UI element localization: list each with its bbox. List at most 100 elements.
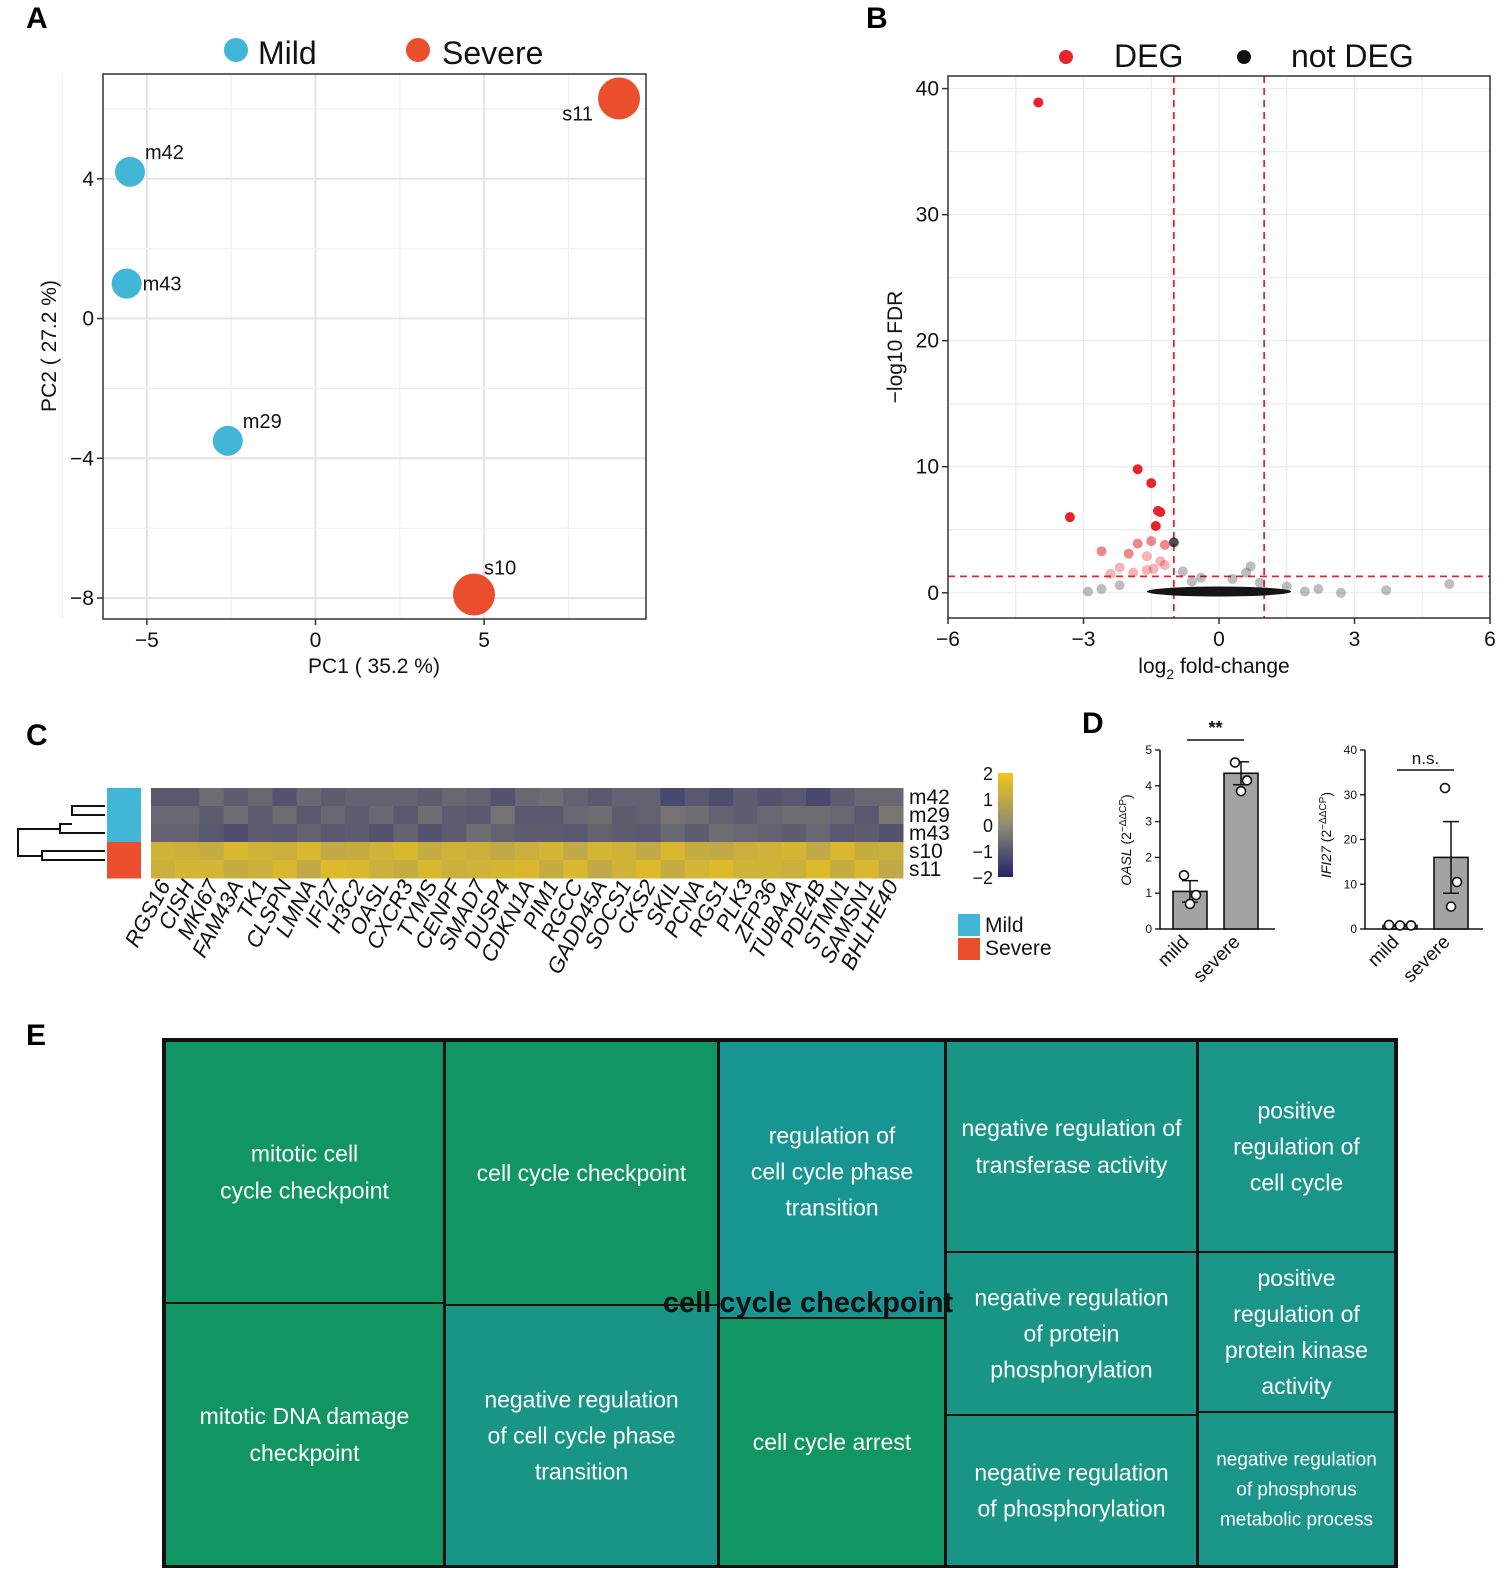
heatmap-cell bbox=[320, 788, 346, 807]
heatmap-cell bbox=[684, 806, 710, 825]
heatmap-cell bbox=[175, 860, 201, 879]
bar-data-point bbox=[1383, 919, 1395, 931]
legend-mild-marker bbox=[224, 38, 248, 62]
bar-data-point bbox=[1235, 785, 1247, 797]
heatmap-cell bbox=[733, 842, 758, 861]
heatmap-cell bbox=[854, 788, 880, 807]
bar-data-point bbox=[1184, 898, 1196, 910]
treemap-tile bbox=[1199, 1413, 1394, 1565]
heatmap-scale-tick-label: 2 bbox=[983, 764, 993, 784]
volcano-grid bbox=[948, 76, 1491, 618]
bar-category-label: mild bbox=[1154, 932, 1193, 971]
heatmap-cell bbox=[805, 824, 831, 843]
heatmap-scale-tick-label: 1 bbox=[983, 790, 993, 810]
treemap-tile-label: cell cycle bbox=[1250, 1170, 1343, 1196]
pca-y-tick-label: 0 bbox=[82, 308, 94, 331]
heatmap-cell bbox=[854, 824, 880, 843]
volcano-y-tick-label: 20 bbox=[916, 330, 939, 353]
bar-y-tick-label: 4 bbox=[1145, 779, 1152, 793]
treemap-tile bbox=[166, 1042, 443, 1302]
bar-y-tick-label: 2 bbox=[1145, 850, 1152, 864]
heatmap-cell bbox=[248, 860, 273, 879]
heatmap-cell bbox=[345, 860, 370, 879]
heatmap-cell bbox=[223, 806, 249, 825]
heatmap-cell bbox=[345, 824, 370, 843]
heatmap-cell bbox=[514, 824, 540, 843]
volcano-y-tick-label: 10 bbox=[916, 456, 939, 479]
treemap-panel: mitotic cell cycle checkpoint mitotic DNA … bbox=[162, 1038, 1398, 1568]
heatmap-cell bbox=[296, 788, 322, 807]
volcano-point-deg bbox=[1132, 538, 1143, 549]
pca-axes: −5 0 5 −8 −4 0 4 bbox=[70, 168, 490, 652]
heatmap-cell bbox=[830, 860, 855, 879]
bar-category-label: severe bbox=[1189, 932, 1244, 987]
pca-x-tick-label: 0 bbox=[310, 629, 322, 652]
heatmap-cell bbox=[320, 842, 346, 861]
heatmap-group-bars bbox=[107, 788, 141, 879]
panel-letter-b: B bbox=[866, 2, 888, 35]
heatmap-cell bbox=[757, 806, 783, 825]
heatmap-cell bbox=[684, 788, 710, 807]
heatmap-cell bbox=[442, 806, 467, 825]
heatmap-cell bbox=[830, 842, 855, 861]
volcano-point-deg bbox=[1148, 563, 1159, 574]
heatmap-cell bbox=[151, 788, 176, 807]
heatmap-cell bbox=[587, 860, 613, 879]
heatmap-cell bbox=[708, 842, 734, 861]
volcano-point-not-deg bbox=[1096, 584, 1107, 595]
heatmap-row-label: m29 bbox=[909, 804, 950, 827]
heatmap-cell bbox=[175, 788, 201, 807]
heatmap-scale-ticks: 2 1 0 −1 −2 bbox=[972, 764, 993, 888]
volcano-panel: DEG not DEG −6 −3 0 3 6 0 10 20 30 40 log2 fold-c… bbox=[884, 38, 1496, 682]
heatmap-cell bbox=[223, 788, 249, 807]
heatmap-cell bbox=[733, 788, 758, 807]
heatmap-dendrogram bbox=[17, 805, 105, 861]
heatmap-cell bbox=[830, 788, 855, 807]
heatmap-cell bbox=[393, 806, 419, 825]
heatmap-cell bbox=[708, 860, 734, 879]
bar-y-tick-label: 3 bbox=[1145, 815, 1152, 829]
heatmap-cell bbox=[660, 806, 686, 825]
treemap-group-label: cell cycle checkpoint bbox=[663, 1287, 953, 1319]
volcano-point-deg bbox=[1105, 568, 1116, 579]
heatmap-cell bbox=[320, 806, 346, 825]
heatmap-cell bbox=[781, 788, 807, 807]
heatmap-cell bbox=[514, 860, 540, 879]
heatmap-cell bbox=[369, 842, 395, 861]
heatmap-color-scale bbox=[998, 773, 1013, 877]
treemap-tile-label: checkpoint bbox=[250, 1440, 361, 1466]
heatmap-cell bbox=[369, 788, 395, 807]
heatmap-cell bbox=[636, 842, 661, 861]
heatmap-cell bbox=[466, 788, 492, 807]
treemap-tile-label: negative regulation of bbox=[962, 1115, 1183, 1141]
volcano-point-deg bbox=[1141, 551, 1152, 562]
volcano-point-not-deg bbox=[1381, 585, 1392, 596]
heatmap-cell bbox=[587, 788, 613, 807]
heatmap-cell bbox=[660, 824, 686, 843]
heatmap-cell bbox=[393, 788, 419, 807]
bar-data-point bbox=[1394, 920, 1406, 931]
heatmap-cell bbox=[417, 860, 443, 879]
heatmap-cell bbox=[417, 788, 443, 807]
treemap-tile-label: transition bbox=[535, 1459, 628, 1485]
heatmap-cell bbox=[514, 788, 540, 807]
heatmap-cell bbox=[636, 824, 661, 843]
heatmap-cell bbox=[417, 806, 443, 825]
heatmap-group-cell bbox=[107, 824, 141, 843]
volcano-point-deg bbox=[1146, 478, 1157, 489]
heatmap-cell bbox=[272, 806, 298, 825]
heatmap-cell bbox=[878, 824, 904, 843]
volcano-point-not-deg bbox=[1281, 581, 1292, 592]
bar-y-tick-label: 20 bbox=[1344, 833, 1358, 847]
heatmap-cell bbox=[587, 824, 613, 843]
ifi27-y-axis-label: IFI27 (2−ΔΔCP) bbox=[1318, 792, 1334, 878]
volcano-point-deg bbox=[1159, 539, 1170, 550]
treemap-tile bbox=[720, 1319, 944, 1565]
heatmap-group-cell bbox=[107, 842, 141, 861]
significance-label: n.s. bbox=[1412, 749, 1439, 768]
pca-point-label-m29: m29 bbox=[243, 411, 282, 433]
heatmap-cell bbox=[733, 806, 758, 825]
